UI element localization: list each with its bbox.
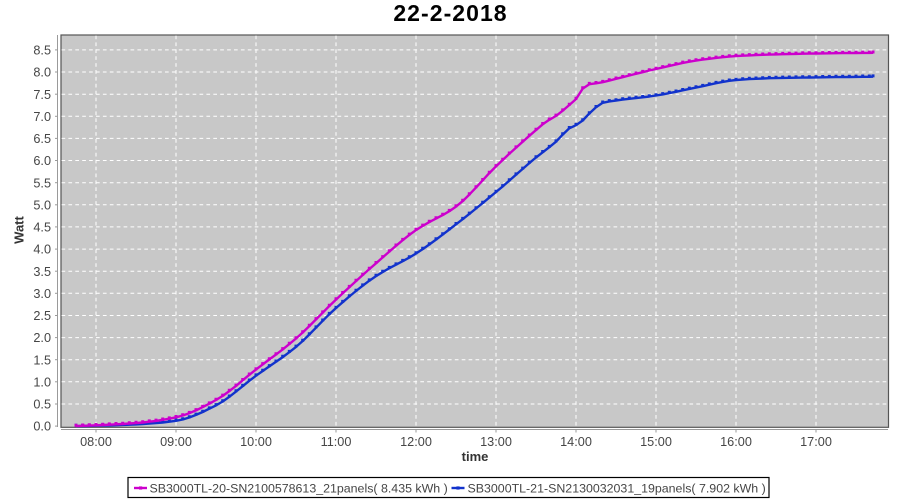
svg-text:16:00: 16:00 xyxy=(720,435,752,449)
svg-text:10:00: 10:00 xyxy=(240,435,272,449)
svg-text:17:00: 17:00 xyxy=(800,435,832,449)
svg-text:09:00: 09:00 xyxy=(160,435,192,449)
svg-text:SB3000TL-20-SN2100578613_21pan: SB3000TL-20-SN2100578613_21panels( 8.435… xyxy=(150,482,448,496)
svg-text:7.5: 7.5 xyxy=(33,88,51,102)
svg-text:8.5: 8.5 xyxy=(33,44,51,58)
svg-text:11:00: 11:00 xyxy=(321,435,352,449)
svg-text:time: time xyxy=(462,449,489,464)
svg-text:5.0: 5.0 xyxy=(33,198,51,212)
svg-text:5.5: 5.5 xyxy=(33,176,51,190)
svg-text:3.0: 3.0 xyxy=(33,287,51,301)
svg-text:0.5: 0.5 xyxy=(33,398,51,412)
svg-text:13:00: 13:00 xyxy=(480,435,512,449)
svg-text:Watt: Watt xyxy=(11,215,26,243)
svg-text:SB3000TL-21-SN2130032031_19pan: SB3000TL-21-SN2130032031_19panels( 7.902… xyxy=(468,482,766,496)
svg-text:4.0: 4.0 xyxy=(33,243,51,257)
svg-text:15:00: 15:00 xyxy=(640,435,672,449)
svg-text:4.5: 4.5 xyxy=(33,221,51,235)
svg-text:6.5: 6.5 xyxy=(33,132,51,146)
svg-text:2.0: 2.0 xyxy=(33,331,51,345)
svg-text:14:00: 14:00 xyxy=(560,435,592,449)
svg-text:6.0: 6.0 xyxy=(33,154,51,168)
svg-text:8.0: 8.0 xyxy=(33,66,51,80)
svg-text:08:00: 08:00 xyxy=(80,435,112,449)
svg-text:7.0: 7.0 xyxy=(33,110,51,124)
svg-text:1.5: 1.5 xyxy=(33,353,51,367)
svg-text:12:00: 12:00 xyxy=(400,435,432,449)
svg-text:2.5: 2.5 xyxy=(33,309,51,323)
svg-text:22-2-2018: 22-2-2018 xyxy=(393,0,507,26)
svg-text:1.0: 1.0 xyxy=(33,375,51,389)
svg-text:0.0: 0.0 xyxy=(33,420,51,434)
svg-text:3.5: 3.5 xyxy=(33,265,51,279)
